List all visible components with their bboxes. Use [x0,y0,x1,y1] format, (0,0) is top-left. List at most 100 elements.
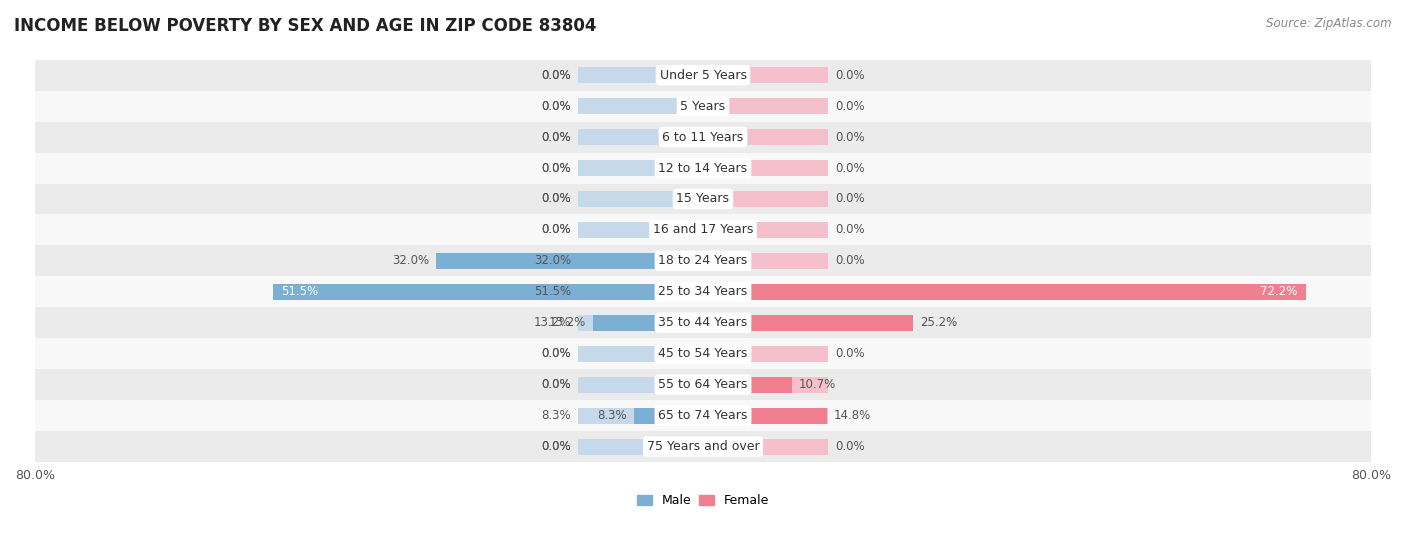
Bar [634,408,703,424]
Text: 0.0%: 0.0% [541,162,571,174]
Text: 12 to 14 Years: 12 to 14 Years [658,162,748,174]
Bar [578,315,703,331]
Text: Source: ZipAtlas.com: Source: ZipAtlas.com [1267,17,1392,30]
Text: 0.0%: 0.0% [541,378,571,391]
Text: 0.0%: 0.0% [541,347,571,360]
Bar [273,284,703,300]
Bar [578,253,703,269]
Text: 18 to 24 Years: 18 to 24 Years [658,254,748,267]
Bar [703,408,827,424]
Legend: Male, Female: Male, Female [631,489,775,512]
Text: 0.0%: 0.0% [541,192,571,206]
Bar [35,153,1371,183]
Text: 55 to 64 Years: 55 to 64 Years [658,378,748,391]
Text: 0.0%: 0.0% [835,192,865,206]
Text: 0.0%: 0.0% [541,69,571,82]
Text: 0.0%: 0.0% [541,100,571,113]
Bar [35,245,1371,276]
Bar [35,276,1371,307]
Bar [703,284,1306,300]
Text: 0.0%: 0.0% [541,162,571,174]
Text: 0.0%: 0.0% [541,224,571,236]
Text: 0.0%: 0.0% [541,440,571,453]
Text: 0.0%: 0.0% [835,440,865,453]
Bar [35,431,1371,462]
Bar [703,160,828,176]
Text: 0.0%: 0.0% [541,69,571,82]
Bar [703,253,828,269]
Text: INCOME BELOW POVERTY BY SEX AND AGE IN ZIP CODE 83804: INCOME BELOW POVERTY BY SEX AND AGE IN Z… [14,17,596,35]
Bar [703,129,828,145]
Text: 25 to 34 Years: 25 to 34 Years [658,285,748,299]
Text: 0.0%: 0.0% [541,224,571,236]
Bar [578,191,703,207]
Bar [593,315,703,331]
Text: Under 5 Years: Under 5 Years [659,69,747,82]
Bar [578,129,703,145]
Text: 8.3%: 8.3% [541,409,571,422]
Bar [578,67,703,83]
Bar [436,253,703,269]
Text: 0.0%: 0.0% [835,224,865,236]
Text: 45 to 54 Years: 45 to 54 Years [658,347,748,360]
Bar [35,91,1371,122]
Text: 25.2%: 25.2% [920,316,957,329]
Text: 0.0%: 0.0% [541,378,571,391]
Text: 6 to 11 Years: 6 to 11 Years [662,131,744,144]
Text: 35 to 44 Years: 35 to 44 Years [658,316,748,329]
Text: 13.2%: 13.2% [534,316,571,329]
Text: 0.0%: 0.0% [541,100,571,113]
Text: 0.0%: 0.0% [835,162,865,174]
Bar [35,338,1371,369]
Bar [703,284,828,300]
Bar [578,438,703,454]
Bar [703,377,793,393]
Bar [35,369,1371,400]
Text: 13.2%: 13.2% [548,316,586,329]
Text: 14.8%: 14.8% [834,409,870,422]
Bar [703,377,828,393]
Text: 0.0%: 0.0% [541,440,571,453]
Text: 0.0%: 0.0% [835,100,865,113]
Bar [703,98,828,114]
Text: 0.0%: 0.0% [835,254,865,267]
Bar [578,284,703,300]
Text: 5 Years: 5 Years [681,100,725,113]
Bar [35,183,1371,215]
Text: 0.0%: 0.0% [835,131,865,144]
Bar [703,345,828,362]
Text: 10.7%: 10.7% [799,378,837,391]
Bar [703,408,828,424]
Text: 0.0%: 0.0% [541,347,571,360]
Bar [578,377,703,393]
Text: 16 and 17 Years: 16 and 17 Years [652,224,754,236]
Bar [35,60,1371,91]
Bar [578,408,703,424]
Text: 0.0%: 0.0% [835,69,865,82]
Text: 8.3%: 8.3% [598,409,627,422]
Text: 0.0%: 0.0% [835,347,865,360]
Bar [578,345,703,362]
Text: 0.0%: 0.0% [541,192,571,206]
Bar [35,307,1371,338]
Text: 15 Years: 15 Years [676,192,730,206]
Bar [703,315,828,331]
Text: 72.2%: 72.2% [1260,285,1298,299]
Text: 32.0%: 32.0% [392,254,429,267]
Text: 51.5%: 51.5% [281,285,318,299]
Text: 51.5%: 51.5% [534,285,571,299]
Bar [578,222,703,238]
Bar [578,160,703,176]
Text: 0.0%: 0.0% [541,131,571,144]
Text: 32.0%: 32.0% [534,254,571,267]
Text: 65 to 74 Years: 65 to 74 Years [658,409,748,422]
Bar [703,315,914,331]
Text: 0.0%: 0.0% [541,131,571,144]
Bar [35,215,1371,245]
Bar [35,400,1371,431]
Bar [703,67,828,83]
Text: 75 Years and over: 75 Years and over [647,440,759,453]
Bar [703,191,828,207]
Bar [578,98,703,114]
Bar [35,122,1371,153]
